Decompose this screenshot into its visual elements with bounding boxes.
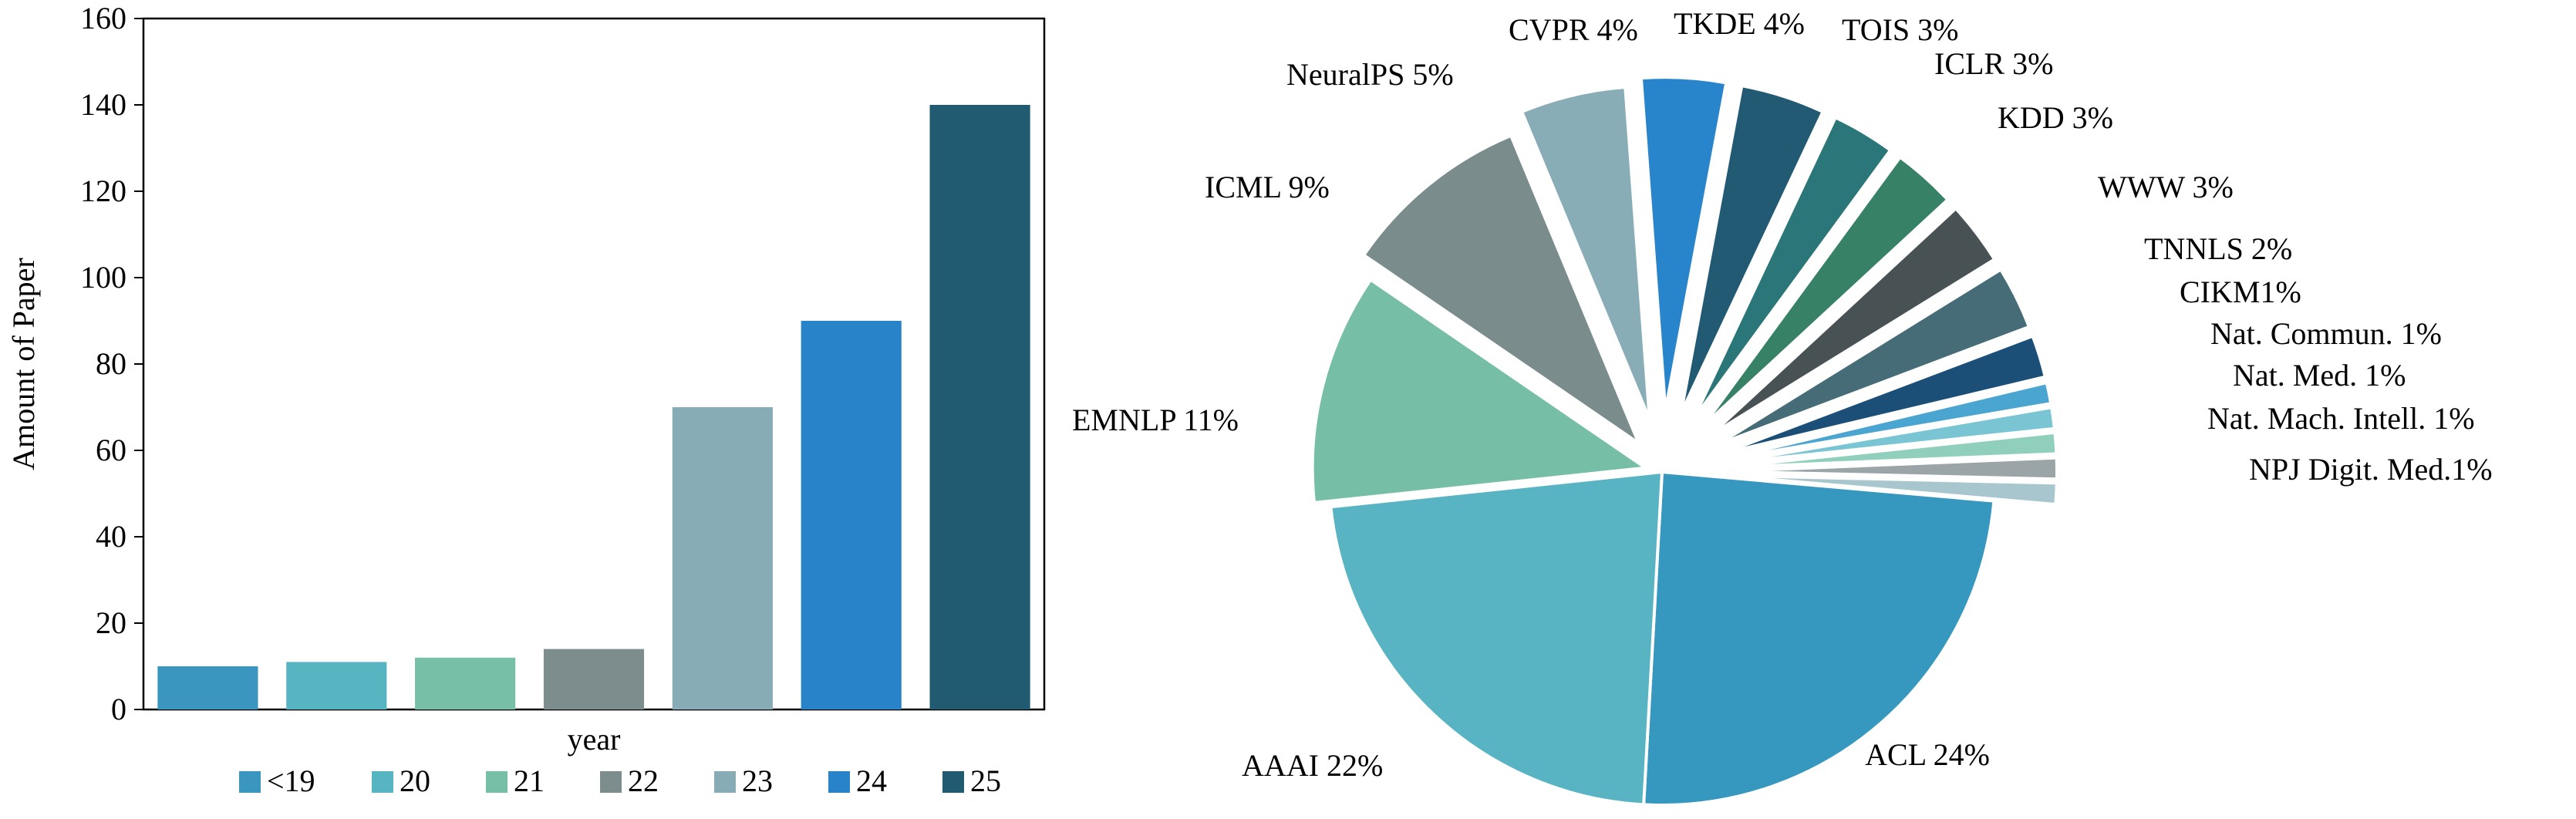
- pie-labels: ACL 24% AAAI 22% EMNLP 11% ICML 9% NeuralPS …: [1072, 6, 2493, 783]
- pie-slice: [1723, 474, 2058, 507]
- pie-slice-label: CIKM1%: [2180, 275, 2301, 309]
- pie-slice-label: Nat. Mach. Intell. 1%: [2207, 401, 2475, 436]
- pie-slice-label: NeuralPS 5%: [1286, 57, 1454, 92]
- legend-swatch: [372, 771, 393, 793]
- pie-slice-label: EMNLP 11%: [1072, 403, 1239, 437]
- pie-slice-label: ICML 9%: [1205, 170, 1330, 204]
- pie-slice-label: NPJ Digit. Med.1%: [2249, 452, 2493, 487]
- y-tick-label: 60: [96, 433, 126, 467]
- y-tick-label: 120: [80, 174, 126, 208]
- legend-swatch: [942, 771, 964, 793]
- pie-slice: [1679, 83, 1826, 414]
- pie-slice-label: ACL 24%: [1865, 737, 1990, 772]
- plot-area-frame: [142, 17, 1046, 711]
- bars: [157, 105, 1030, 709]
- y-tick-label: 100: [80, 260, 126, 295]
- pie-slice: [1519, 85, 1651, 420]
- bar-21: [415, 657, 516, 709]
- pie-slices: [1310, 76, 2058, 807]
- pie-chart: ACL 24% AAAI 22% EMNLP 11% ICML 9% NeuralPS …: [1072, 6, 2493, 807]
- pie-slice: [1642, 470, 1996, 807]
- pie-slice: [1716, 267, 2031, 447]
- pie-slice: [1723, 430, 2058, 470]
- legend-label: 22: [628, 763, 659, 798]
- legend-swatch: [828, 771, 850, 793]
- legend-swatch: [486, 771, 507, 793]
- pie-slice: [1720, 334, 2048, 456]
- pie-slice: [1710, 206, 1997, 436]
- pie-slice: [1361, 133, 1643, 448]
- legend-swatch: [600, 771, 622, 793]
- bar-23: [672, 407, 773, 709]
- legend-label: 25: [970, 763, 1001, 798]
- legend-swatch: [239, 771, 261, 793]
- y-tick-label: 160: [80, 1, 126, 35]
- pie-slice: [1310, 277, 1650, 505]
- y-tick-label: 20: [96, 605, 126, 640]
- pie-slice: [1329, 470, 1664, 807]
- pie-slice-label: KDD 3%: [1998, 100, 2113, 135]
- bar-chart: 0 20 40 60 80 100 120 140 160 year Amount of Pap…: [6, 1, 1046, 798]
- legend-label: 20: [400, 763, 430, 798]
- pie-slice-label: TNNLS 2%: [2144, 231, 2292, 266]
- pie-slice-label: AAAI 22%: [1242, 748, 1383, 783]
- pie-slice: [1722, 406, 2057, 466]
- legend-label: 24: [856, 763, 887, 798]
- bar-<19: [157, 666, 258, 709]
- y-tick-label: 140: [80, 87, 126, 122]
- y-tick-label: 40: [96, 519, 126, 554]
- pie-slice-label: Nat. Commun. 1%: [2210, 316, 2442, 351]
- pie-slice-label: CVPR 4%: [1509, 12, 1638, 47]
- bar-legend: <19 20 21 22 23 24 25: [239, 763, 1001, 798]
- pie-slice-label: WWW 3%: [2098, 170, 2234, 204]
- legend-swatch: [714, 771, 736, 793]
- pie-slice-label: TKDE 4%: [1674, 6, 1805, 41]
- pie-slice: [1639, 76, 1728, 411]
- y-tick-label: 0: [111, 692, 126, 726]
- pie-slice-label: ICLR 3%: [1934, 46, 2053, 81]
- x-axis-title: year: [568, 722, 621, 757]
- legend-label: 21: [514, 763, 545, 798]
- pie-slice-label: Nat. Med. 1%: [2233, 358, 2406, 393]
- bar-24: [801, 321, 902, 709]
- pie-slice: [1701, 155, 1951, 427]
- pie-slice: [1692, 115, 1893, 420]
- bar-20: [286, 662, 387, 709]
- y-axis-title: Amount of Paper: [6, 258, 41, 470]
- bar-22: [543, 649, 645, 709]
- pie-slice: [1721, 380, 2053, 461]
- pie-slice: [1723, 456, 2058, 481]
- legend-label: <19: [267, 763, 315, 798]
- pie-slice-label: TOIS 3%: [1842, 12, 1958, 47]
- legend-label: 23: [742, 763, 773, 798]
- y-axis: 0 20 40 60 80 100 120 140 160: [80, 1, 143, 726]
- y-tick-label: 80: [96, 346, 126, 381]
- bar-25: [929, 105, 1030, 709]
